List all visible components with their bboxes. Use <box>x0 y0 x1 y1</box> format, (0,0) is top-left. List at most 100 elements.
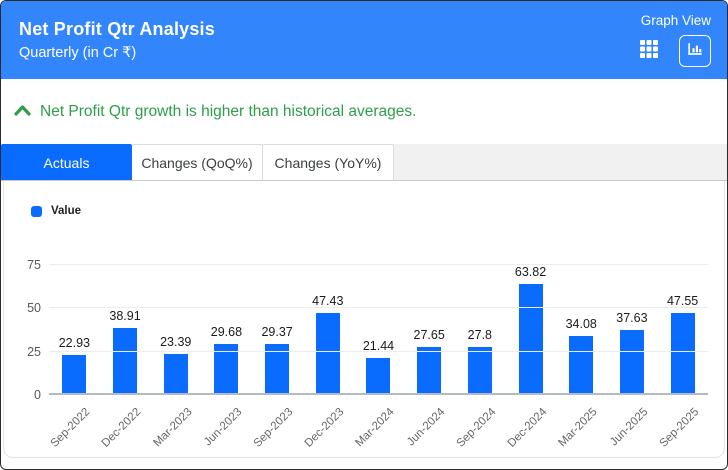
x-tick-label: Sep-2024 <box>454 406 499 450</box>
x-tick-label: Jun-2025 <box>607 406 651 449</box>
x-tick-label: Sep-2025 <box>657 406 702 450</box>
header-titles: Net Profit Qtr Analysis Quarterly (in Cr… <box>19 1 215 79</box>
insight-text: Net Profit Qtr growth is higher than his… <box>40 102 417 120</box>
bar-Jun-2023[interactable] <box>214 343 239 395</box>
x-tick-label: Mar-2023 <box>150 406 195 450</box>
x-slot: Jun-2023 <box>201 399 252 455</box>
bar-slot: 27.65 <box>404 265 455 395</box>
bar-Dec-2022[interactable] <box>113 327 138 395</box>
y-tick-label: 75 <box>27 258 41 272</box>
x-tick-label: Sep-2023 <box>251 406 296 450</box>
y-tick-label: 25 <box>27 344 41 359</box>
bar-chart-icon <box>685 39 705 64</box>
x-slot: Sep-2022 <box>49 399 100 455</box>
app-header: Net Profit Qtr Analysis Quarterly (in Cr… <box>1 1 727 79</box>
graph-view-button[interactable] <box>679 35 711 67</box>
bar-Jun-2025[interactable] <box>619 329 644 395</box>
insight-banner: Net Profit Qtr growth is higher than his… <box>1 79 727 144</box>
bar-value-label: 27.8 <box>467 327 493 342</box>
bar-slot: 63.82 <box>505 265 556 395</box>
page-title: Net Profit Qtr Analysis <box>19 19 215 39</box>
x-slot: Mar-2025 <box>556 399 607 455</box>
x-tick-label: Mar-2024 <box>353 406 397 450</box>
bar-value-label: 27.65 <box>413 328 445 343</box>
bar-Sep-2024[interactable] <box>467 346 492 395</box>
gridline <box>49 264 708 265</box>
bar-value-label: 63.82 <box>514 265 547 280</box>
bar-slot: 38.91 <box>100 265 151 395</box>
x-slot: Dec-2022 <box>100 399 151 455</box>
bar-value-label: 37.63 <box>616 310 648 325</box>
bar-slot: 27.8 <box>455 265 506 395</box>
x-slot: Sep-2023 <box>252 399 303 455</box>
bar-value-label: 47.43 <box>312 293 344 308</box>
bar-value-label: 23.39 <box>160 335 192 350</box>
legend-label: Value <box>51 205 82 217</box>
tab-changes-yoy[interactable]: Changes (YoY%) <box>263 144 394 180</box>
plot-area: 22.93 38.91 23.39 29.68 29.37 47.43 21.44 27.65… <box>27 258 708 402</box>
bar-value-label: 29.68 <box>210 324 243 339</box>
bar-Mar-2024[interactable] <box>366 357 391 395</box>
bar-value-label: 34.08 <box>565 316 597 331</box>
bar-value-label: 47.55 <box>666 293 699 308</box>
x-slot: Sep-2024 <box>455 399 506 455</box>
x-slot: Mar-2024 <box>353 399 404 455</box>
x-slot: Jun-2024 <box>404 399 455 455</box>
x-axis-line <box>49 393 708 395</box>
bar-slot: 34.08 <box>556 265 607 395</box>
bar-value-label: 22.93 <box>58 336 90 351</box>
y-tick-label: 0 <box>34 388 41 402</box>
table-grid-icon <box>639 39 659 64</box>
x-tick-label: Dec-2022 <box>99 406 144 450</box>
x-slot: Dec-2024 <box>505 399 556 455</box>
header-view-switcher: Graph View <box>633 1 711 79</box>
x-tick-label: Jun-2024 <box>405 406 448 449</box>
bar-slot: 47.55 <box>657 265 708 395</box>
bar-value-label: 29.37 <box>261 325 293 340</box>
x-tick-label: Dec-2024 <box>505 406 550 450</box>
tab-bar-filler <box>394 144 727 180</box>
bar-Sep-2025[interactable] <box>670 312 695 395</box>
bars-row: 22.93 38.91 23.39 29.68 29.37 47.43 21.44 27.65… <box>49 265 708 395</box>
gridline <box>49 350 708 352</box>
tab-changes-qoq[interactable]: Changes (QoQ%) <box>132 144 263 180</box>
table-view-button[interactable] <box>633 35 665 67</box>
bar-Dec-2024[interactable] <box>518 284 543 395</box>
bar-slot: 29.68 <box>201 265 252 395</box>
bar-value-label: 38.91 <box>109 308 141 323</box>
tab-bar: Actuals Changes (QoQ%) Changes (YoY%) <box>1 144 727 181</box>
y-tick-label: 50 <box>27 301 41 316</box>
bar-Mar-2025[interactable] <box>569 335 594 395</box>
bar-Sep-2022[interactable] <box>62 355 87 395</box>
bar-slot: 29.37 <box>252 265 303 395</box>
x-slot: Mar-2023 <box>150 399 201 455</box>
legend-swatch <box>31 205 42 217</box>
bar-Dec-2023[interactable] <box>315 312 340 395</box>
bar-slot: 47.43 <box>302 265 353 395</box>
chevron-up-icon <box>14 103 31 121</box>
x-tick-label: Sep-2022 <box>49 406 93 450</box>
bar-Sep-2023[interactable] <box>265 344 290 395</box>
bar-slot: 23.39 <box>150 265 201 395</box>
bar-Mar-2023[interactable] <box>163 354 188 395</box>
x-tick-label: Dec-2023 <box>302 406 347 450</box>
bar-value-label: 21.44 <box>362 338 395 353</box>
x-slot: Sep-2025 <box>657 399 708 455</box>
bar-slot: 37.63 <box>607 265 658 395</box>
legend-item-value[interactable]: Value <box>31 205 81 217</box>
view-mode-label: Graph View <box>640 13 711 28</box>
x-axis-labels: Sep-2022 Dec-2022 Mar-2023 Jun-2023 Sep-2023… <box>49 399 708 455</box>
page-subtitle: Quarterly (in Cr ₹) <box>19 45 137 61</box>
bar-slot: 21.44 <box>353 265 404 395</box>
x-slot: Jun-2025 <box>607 399 658 455</box>
x-tick-label: Jun-2023 <box>202 406 245 449</box>
view-icons <box>633 35 711 67</box>
x-tick-label: Mar-2025 <box>556 406 600 450</box>
chart-card: Value 22.93 38.91 23.39 29.68 29.37 47.43 21.4… <box>3 181 725 458</box>
gridline <box>49 307 708 309</box>
tab-actuals[interactable]: Actuals <box>1 144 132 180</box>
bar-slot: 22.93 <box>49 265 100 395</box>
x-slot: Dec-2023 <box>302 399 353 455</box>
bar-Jun-2024[interactable] <box>417 347 442 395</box>
